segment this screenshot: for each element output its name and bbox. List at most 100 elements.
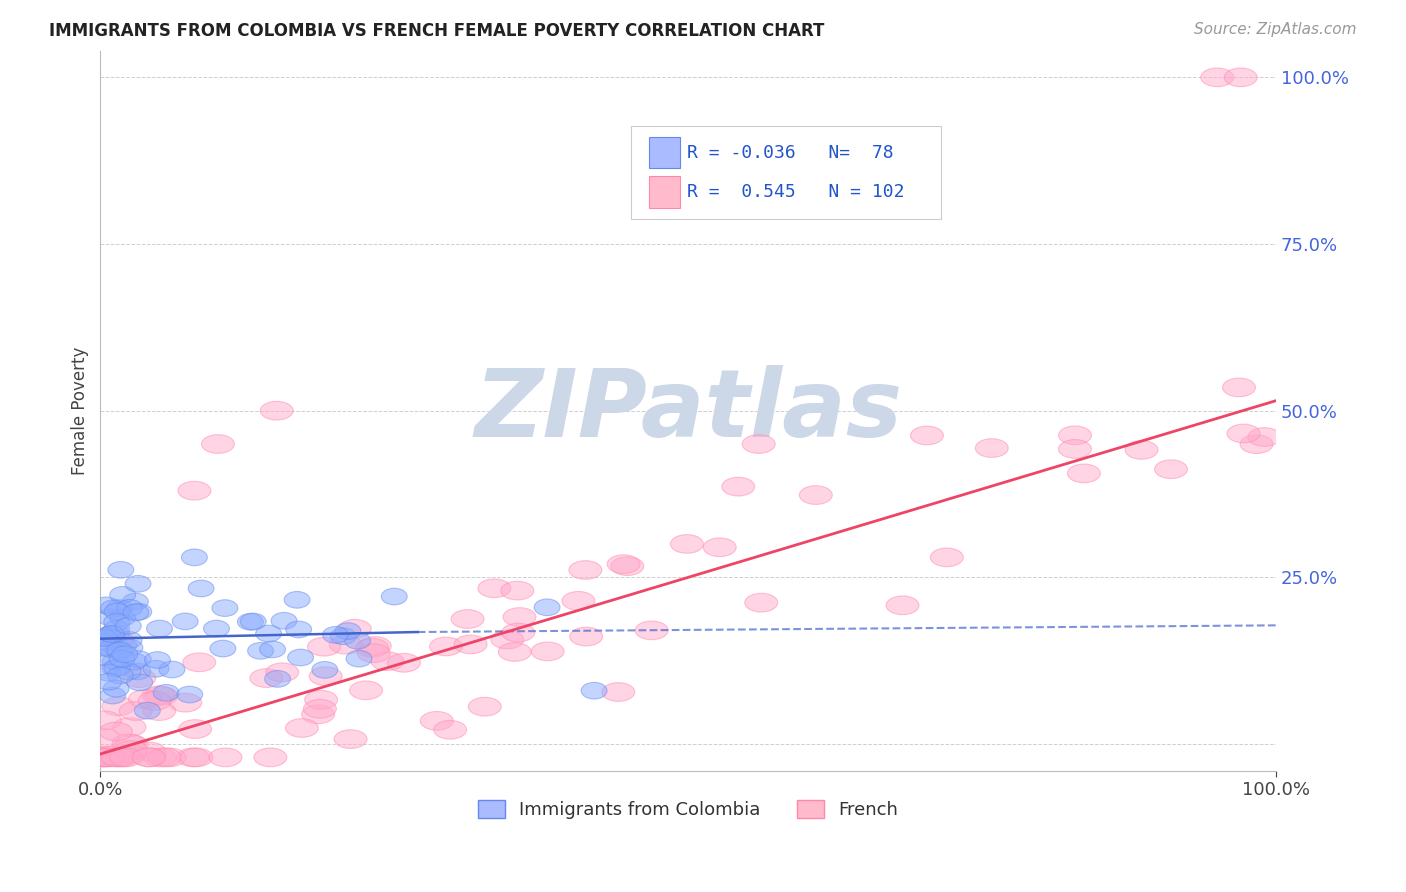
- Ellipse shape: [183, 653, 215, 672]
- Ellipse shape: [433, 721, 467, 739]
- Ellipse shape: [212, 599, 238, 616]
- Ellipse shape: [159, 661, 186, 678]
- Ellipse shape: [179, 482, 211, 500]
- Ellipse shape: [285, 719, 318, 738]
- Ellipse shape: [309, 667, 342, 686]
- Ellipse shape: [335, 730, 367, 748]
- Ellipse shape: [103, 653, 128, 670]
- Ellipse shape: [107, 667, 134, 684]
- Ellipse shape: [114, 745, 146, 763]
- Ellipse shape: [498, 642, 531, 661]
- Ellipse shape: [209, 640, 236, 657]
- Ellipse shape: [238, 614, 263, 630]
- Ellipse shape: [266, 663, 298, 681]
- Ellipse shape: [89, 748, 122, 767]
- Ellipse shape: [179, 720, 211, 739]
- Ellipse shape: [110, 609, 135, 626]
- Ellipse shape: [534, 599, 560, 615]
- Ellipse shape: [115, 617, 141, 634]
- Ellipse shape: [357, 644, 389, 663]
- Ellipse shape: [97, 609, 124, 625]
- Ellipse shape: [125, 603, 152, 620]
- Ellipse shape: [356, 639, 388, 657]
- Text: R =  0.545   N = 102: R = 0.545 N = 102: [688, 183, 904, 201]
- Ellipse shape: [201, 434, 235, 453]
- Ellipse shape: [581, 682, 607, 699]
- Ellipse shape: [911, 426, 943, 445]
- Ellipse shape: [104, 625, 129, 642]
- Ellipse shape: [104, 641, 131, 658]
- Ellipse shape: [122, 604, 149, 621]
- Ellipse shape: [101, 600, 127, 616]
- Text: Source: ZipAtlas.com: Source: ZipAtlas.com: [1194, 22, 1357, 37]
- Text: ZIPatlas: ZIPatlas: [474, 365, 903, 457]
- Ellipse shape: [93, 648, 120, 665]
- Ellipse shape: [562, 591, 595, 610]
- Y-axis label: Female Poverty: Female Poverty: [72, 346, 89, 475]
- Ellipse shape: [134, 748, 166, 767]
- Ellipse shape: [104, 748, 136, 767]
- Ellipse shape: [254, 748, 287, 767]
- Ellipse shape: [134, 742, 166, 761]
- Ellipse shape: [330, 628, 356, 645]
- Ellipse shape: [250, 669, 283, 688]
- Ellipse shape: [135, 702, 160, 719]
- Ellipse shape: [115, 740, 148, 759]
- Ellipse shape: [388, 654, 420, 672]
- Ellipse shape: [101, 748, 134, 767]
- Ellipse shape: [721, 477, 755, 496]
- Ellipse shape: [703, 538, 737, 557]
- Ellipse shape: [97, 625, 124, 642]
- Ellipse shape: [1223, 378, 1256, 397]
- Ellipse shape: [117, 640, 143, 656]
- Ellipse shape: [115, 735, 148, 754]
- Ellipse shape: [89, 748, 122, 767]
- Ellipse shape: [305, 690, 337, 709]
- Ellipse shape: [177, 748, 209, 767]
- Ellipse shape: [451, 609, 484, 628]
- Ellipse shape: [503, 607, 536, 626]
- Ellipse shape: [284, 591, 309, 608]
- Ellipse shape: [177, 686, 202, 703]
- Ellipse shape: [111, 637, 136, 654]
- Ellipse shape: [256, 625, 281, 642]
- Ellipse shape: [87, 748, 120, 767]
- Ellipse shape: [91, 748, 125, 767]
- Ellipse shape: [264, 671, 291, 687]
- Ellipse shape: [742, 434, 775, 453]
- Ellipse shape: [468, 698, 502, 716]
- Ellipse shape: [93, 597, 120, 614]
- Ellipse shape: [108, 561, 134, 578]
- Ellipse shape: [132, 748, 165, 767]
- Ellipse shape: [302, 705, 335, 723]
- Ellipse shape: [128, 690, 162, 708]
- Ellipse shape: [430, 637, 463, 656]
- Ellipse shape: [288, 649, 314, 665]
- Ellipse shape: [153, 748, 186, 767]
- Ellipse shape: [359, 637, 391, 656]
- Ellipse shape: [260, 401, 292, 420]
- Ellipse shape: [143, 660, 169, 677]
- Ellipse shape: [1225, 68, 1257, 87]
- Ellipse shape: [329, 635, 363, 654]
- Ellipse shape: [98, 626, 125, 643]
- Ellipse shape: [322, 626, 349, 643]
- Ellipse shape: [371, 652, 404, 671]
- Ellipse shape: [491, 631, 524, 648]
- Ellipse shape: [671, 534, 703, 553]
- Text: IMMIGRANTS FROM COLOMBIA VS FRENCH FEMALE POVERTY CORRELATION CHART: IMMIGRANTS FROM COLOMBIA VS FRENCH FEMAL…: [49, 22, 824, 40]
- Ellipse shape: [91, 747, 125, 764]
- Ellipse shape: [112, 734, 145, 753]
- Ellipse shape: [1059, 440, 1091, 458]
- Ellipse shape: [98, 626, 125, 642]
- Ellipse shape: [96, 665, 121, 681]
- Ellipse shape: [107, 599, 132, 616]
- Ellipse shape: [146, 620, 173, 637]
- Text: R = -0.036   N=  78: R = -0.036 N= 78: [688, 144, 894, 161]
- Ellipse shape: [350, 681, 382, 699]
- Ellipse shape: [610, 557, 644, 575]
- Ellipse shape: [145, 687, 177, 706]
- Ellipse shape: [1125, 441, 1159, 459]
- Ellipse shape: [344, 632, 371, 649]
- Ellipse shape: [209, 748, 242, 767]
